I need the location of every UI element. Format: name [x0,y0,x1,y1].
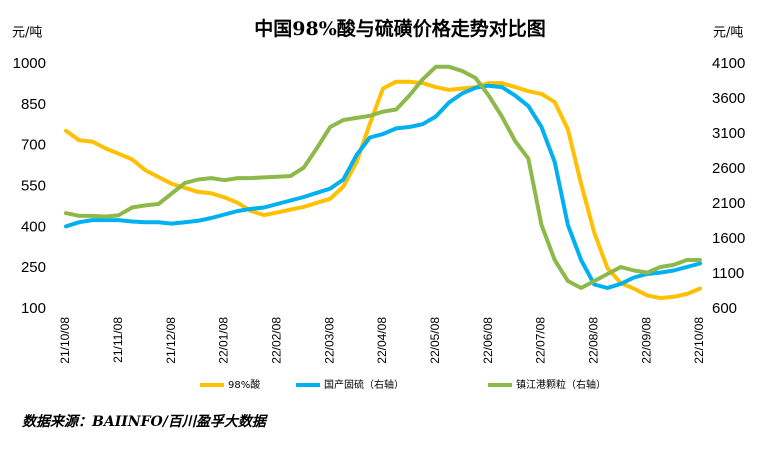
x-tick-label: 21/10/08 [58,317,72,364]
y2-axis-label: 元/吨 [713,26,743,41]
x-tick-label: 22/03/08 [322,317,336,364]
y2-tick-label: 1100 [712,265,744,282]
source-note: 数据来源：BAIINFO/百川盈孚大数据 [22,413,269,430]
x-tick-label: 21/12/08 [164,317,178,364]
y2-tick-label: 3600 [712,90,745,107]
y2-tick-label: 600 [712,300,737,317]
y-tick-label: 1000 [13,55,46,72]
y2-tick-label: 3100 [712,125,745,142]
x-tick-label: 22/10/08 [692,317,706,364]
y-axis-label: 元/吨 [12,26,42,41]
series-line [64,64,702,290]
legend-label: 镇江港颗粒（右轴） [516,378,606,391]
y-tick-label: 250 [21,259,46,276]
y-tick-label: 550 [21,177,46,194]
x-tick-label: 22/05/08 [428,317,442,364]
y-tick-label: 850 [21,96,46,113]
y2-tick-label: 2100 [712,195,745,212]
y-tick-label: 700 [21,137,46,154]
chart-title: 中国98%酸与硫磺价格走势对比图 [254,17,546,40]
y-tick-label: 400 [21,218,46,235]
series-line [64,79,702,301]
x-tick-label: 22/02/08 [270,317,284,364]
x-tick-label: 22/09/08 [639,317,653,364]
y2-tick-label: 1600 [712,230,745,247]
x-tick-label: 22/06/08 [481,317,495,364]
legend-label: 98%酸 [228,378,260,391]
y2-tick-label: 2600 [712,160,745,177]
legend-label: 国产固硫（右轴） [324,378,404,391]
y2-tick-label: 4100 [712,55,745,72]
y-tick-label: 100 [21,300,46,317]
x-tick-label: 22/01/08 [217,317,231,364]
x-tick-label: 22/08/08 [587,317,601,364]
x-tick-label: 21/11/08 [111,317,125,363]
x-tick-label: 22/04/08 [375,317,389,364]
x-tick-label: 22/07/08 [534,317,548,364]
series-line [64,83,702,290]
